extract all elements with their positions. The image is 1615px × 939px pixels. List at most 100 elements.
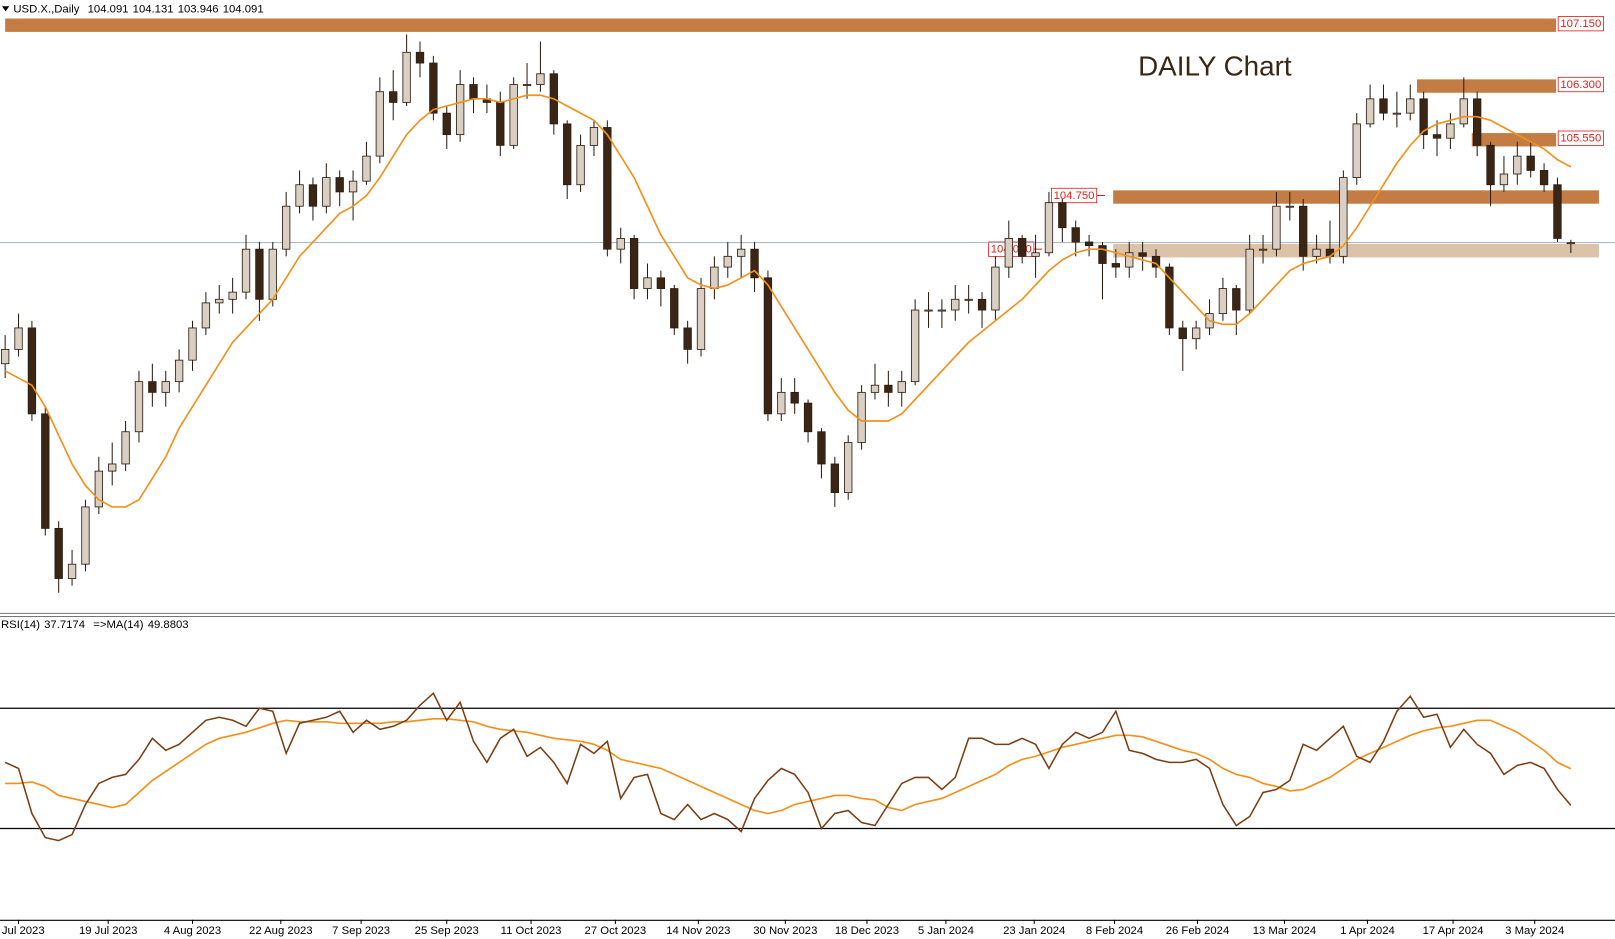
level-label-box xyxy=(1557,130,1604,146)
candle-body xyxy=(1258,248,1268,251)
moving-average xyxy=(4,94,1572,508)
indicator-value: 37.7174 xyxy=(44,619,85,631)
candle-body xyxy=(1098,245,1107,264)
indicator-name: RSI(14) xyxy=(1,619,40,631)
rsi-line xyxy=(4,691,1572,842)
indicator-header: RSI(14) 37.7174 =>MA(14) 49.8803 xyxy=(1,619,189,631)
candle-body xyxy=(1379,98,1388,114)
x-tick-label: 7 Sep 2023 xyxy=(332,925,390,937)
candle-body xyxy=(522,84,532,86)
candle-body xyxy=(282,205,291,250)
candle-body xyxy=(1392,112,1402,115)
candle-body xyxy=(937,309,947,312)
candle-body xyxy=(362,155,371,182)
candle-body xyxy=(857,391,866,443)
candle-body xyxy=(1018,238,1027,257)
chart-header: USD.X.,Daily 104.091 104.131 103.946 104.091 xyxy=(13,3,263,15)
candle-body xyxy=(536,73,545,85)
candle-body xyxy=(0,348,10,365)
chart-title: DAILY Chart xyxy=(1138,50,1292,81)
candle-body xyxy=(1138,252,1147,257)
candle-body xyxy=(1513,155,1522,175)
candle-body xyxy=(951,298,960,311)
x-tick-label: 30 Nov 2023 xyxy=(753,925,817,937)
candle-body xyxy=(496,102,505,146)
candle-body xyxy=(27,327,37,415)
level-label: 105.550 xyxy=(1560,133,1601,145)
x-tick-label: 14 Nov 2023 xyxy=(666,925,730,937)
x-tick-label: 4 Aug 2023 xyxy=(164,925,221,937)
candle-body xyxy=(1432,134,1442,139)
candle-body xyxy=(54,527,63,579)
x-tick-label: 3 Jul 2023 xyxy=(0,925,45,937)
x-tick-label: 17 Apr 2024 xyxy=(1423,925,1484,937)
candle-body xyxy=(897,381,906,393)
x-tick-label: 3 May 2024 xyxy=(1505,925,1564,937)
candle-body xyxy=(737,248,746,257)
candle-body xyxy=(1031,252,1040,257)
level-label-box xyxy=(1557,16,1604,32)
candle-body xyxy=(670,288,679,329)
candle-body xyxy=(696,288,706,350)
candle-body xyxy=(777,391,786,415)
candle-body xyxy=(255,248,264,300)
candle-body xyxy=(656,277,666,289)
level-label-box xyxy=(1557,76,1604,93)
candle-body xyxy=(1553,184,1562,239)
candle-body xyxy=(188,327,197,361)
menu-icon[interactable] xyxy=(2,6,10,12)
candle-body xyxy=(1486,144,1495,186)
x-tick-label: 1 Apr 2024 xyxy=(1340,925,1395,937)
x-tick-label: 19 Jul 2023 xyxy=(79,925,138,937)
candle-body xyxy=(616,238,625,250)
candle-body xyxy=(1232,288,1241,311)
candle-body xyxy=(1473,98,1482,146)
candle-body xyxy=(14,327,23,350)
quote-value: 104.091 xyxy=(223,3,264,15)
candle-body xyxy=(870,384,880,393)
level-label: 104.750 xyxy=(1054,190,1095,202)
candle-body xyxy=(348,180,358,193)
candle-body xyxy=(1299,205,1308,257)
indicator-ma-name: =>MA(14) xyxy=(93,619,144,631)
candle-body xyxy=(148,381,157,393)
candle-body xyxy=(1058,202,1067,229)
candle-body xyxy=(402,51,411,103)
candle-body xyxy=(589,127,599,146)
candle-body xyxy=(964,298,973,301)
candle-body xyxy=(228,291,237,300)
candle-body xyxy=(308,184,318,207)
candle-body xyxy=(1084,241,1094,247)
candle-body xyxy=(1406,98,1415,114)
candle-body xyxy=(81,506,90,565)
x-tick-label: 26 Feb 2024 xyxy=(1166,925,1230,937)
candle-body xyxy=(1285,205,1294,208)
candle-body xyxy=(1352,123,1361,178)
quote-value: 104.091 xyxy=(88,3,129,15)
candle-body xyxy=(429,62,438,114)
candle-body xyxy=(683,327,692,350)
candle-body xyxy=(910,309,920,383)
candle-body xyxy=(1272,205,1281,250)
candle-body xyxy=(1004,238,1013,268)
candle-body xyxy=(1245,248,1254,311)
candle-body xyxy=(121,431,130,465)
candle-body xyxy=(1566,242,1575,245)
candle-body xyxy=(1339,177,1348,257)
candle-body xyxy=(991,266,1000,311)
x-tick-label: 18 Dec 2023 xyxy=(835,925,899,937)
x-tick-label: 22 Aug 2023 xyxy=(249,925,313,937)
candle-body xyxy=(629,238,639,289)
level-zone xyxy=(1471,133,1557,147)
candle-body xyxy=(1111,263,1121,268)
candle-body xyxy=(1499,173,1509,186)
candle-body xyxy=(201,302,211,329)
candle-body xyxy=(563,123,572,186)
candle-body xyxy=(442,112,451,136)
candle-body xyxy=(924,309,933,312)
candle-body xyxy=(94,470,103,508)
candle-body xyxy=(1071,227,1080,243)
level-zone xyxy=(1113,244,1599,258)
candle-body xyxy=(241,248,251,293)
